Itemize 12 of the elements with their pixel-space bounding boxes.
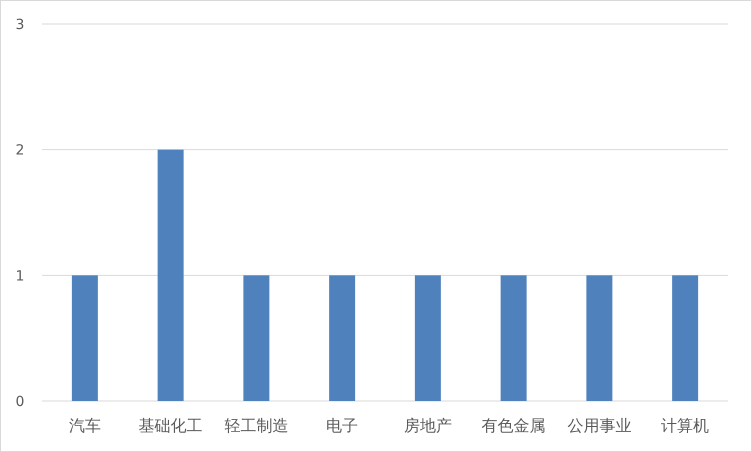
x-tick-label: 电子 xyxy=(326,416,358,435)
y-tick-label: 3 xyxy=(16,17,24,33)
y-tick-label: 1 xyxy=(16,268,24,284)
x-tick-label: 基础化工 xyxy=(138,416,203,435)
x-tick-label: 轻工制造 xyxy=(224,416,288,435)
x-tick-label: 公用事业 xyxy=(567,416,632,435)
x-tick-label: 有色金属 xyxy=(482,416,546,435)
x-tick-label: 房地产 xyxy=(404,416,452,435)
y-tick-label: 0 xyxy=(16,394,24,410)
y-tick-label: 2 xyxy=(16,142,24,159)
x-tick-label: 计算机 xyxy=(661,416,710,435)
x-tick-label: 汽车 xyxy=(68,416,101,435)
